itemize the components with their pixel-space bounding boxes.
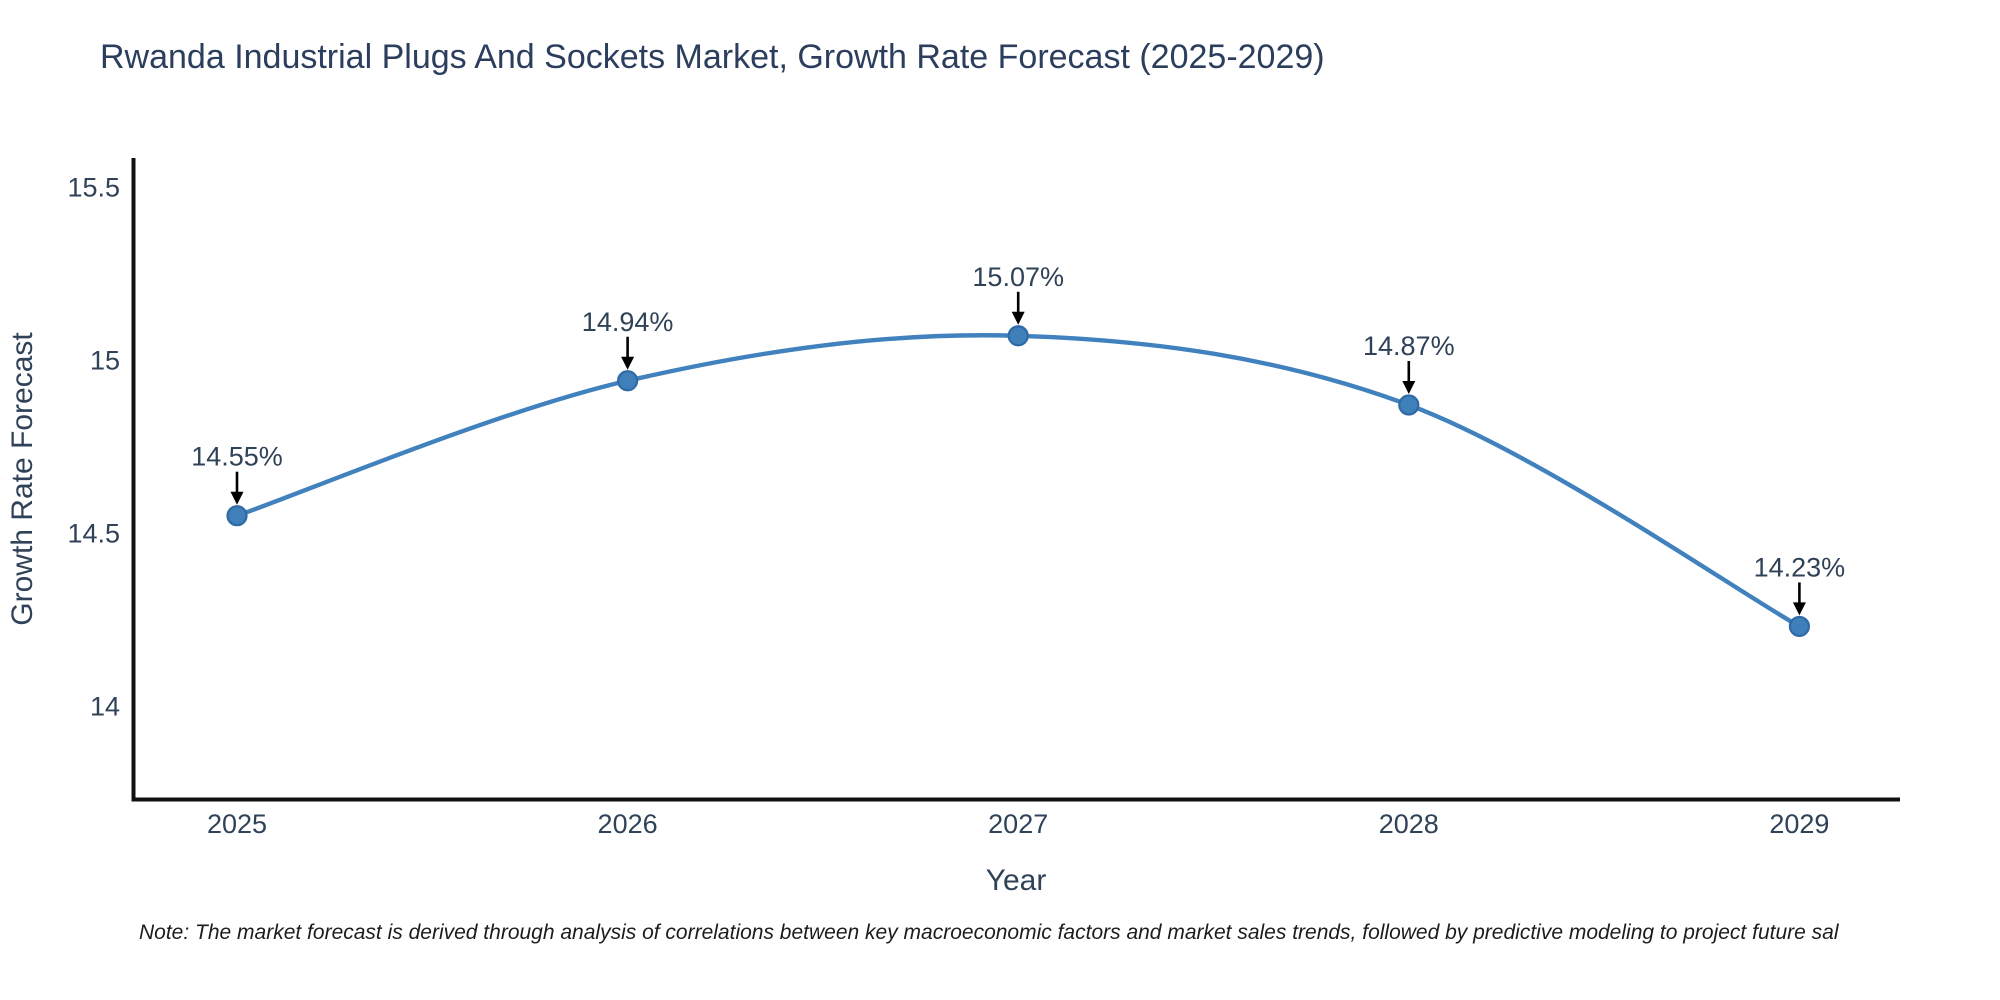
data-point-marker-2028 — [1398, 394, 1420, 416]
data-point-marker-2025 — [226, 505, 248, 527]
data-point-marker-2026 — [616, 370, 639, 392]
x-tick-label: 2027 — [988, 809, 1048, 839]
annotation-arrowhead — [1011, 311, 1025, 325]
x-axis-title: Year — [985, 864, 1047, 897]
data-point-label-2029: 14.23% — [1754, 552, 1846, 582]
data-point-marker-2029 — [1788, 615, 1811, 638]
y-tick-label: 15 — [90, 346, 120, 376]
y-tick-label: 15.5 — [67, 173, 120, 203]
y-axis-title: Growth Rate Forecast — [6, 332, 39, 626]
x-tick-label: 2025 — [207, 809, 267, 839]
y-tick-label: 14 — [90, 692, 120, 722]
data-point-marker-2027 — [1007, 325, 1029, 347]
data-point-label-2026: 14.94% — [582, 307, 674, 337]
annotation-arrowhead — [1792, 602, 1806, 616]
y-tick-label: 14.5 — [67, 519, 120, 549]
x-tick-label: 2029 — [1769, 809, 1829, 839]
data-point-label-2028: 14.87% — [1363, 331, 1455, 361]
annotation-arrowhead — [621, 356, 635, 370]
data-point-label-2025: 14.55% — [191, 442, 283, 472]
trend-line — [234, 333, 1802, 629]
footnote: Note: The market forecast is derived thr… — [139, 921, 1839, 944]
data-point-label-2027: 15.07% — [972, 262, 1064, 292]
annotation-arrowhead — [230, 491, 244, 505]
x-tick-label: 2028 — [1379, 809, 1439, 839]
x-tick-label: 2026 — [598, 809, 658, 839]
chart-title: Rwanda Industrial Plugs And Sockets Mark… — [100, 38, 1325, 76]
annotation-arrowhead — [1402, 380, 1416, 394]
